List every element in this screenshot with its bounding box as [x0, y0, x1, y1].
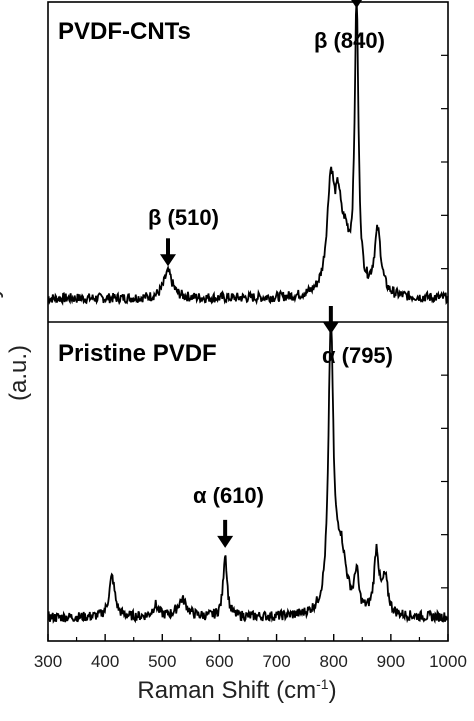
x-tick-label: 500	[148, 652, 176, 671]
peak-arrow-head	[217, 535, 234, 548]
x-tick-label: 300	[34, 652, 62, 671]
x-axis-label: Raman Shift (cm-1)	[137, 676, 337, 704]
peak-label-beta-510: β (510)	[148, 205, 219, 230]
x-tick-label: 400	[91, 652, 119, 671]
peak-arrow-head	[160, 254, 176, 267]
x-tick-label: 900	[377, 652, 405, 671]
spectrum-line-pristine-pvdf	[47, 321, 449, 624]
peak-label-alpha-795: α (795)	[322, 343, 393, 368]
x-tick-label: 700	[262, 652, 290, 671]
panel-title-pristine-pvdf: Pristine PVDF	[58, 340, 217, 367]
x-tick-label: 600	[205, 652, 233, 671]
x-tick-label: 1000	[429, 652, 467, 671]
peak-label-alpha-610: α (610)	[193, 483, 264, 508]
peak-label-beta-840: β (840)	[314, 28, 385, 53]
panel-title-pvdf-cnts: PVDF-CNTs	[58, 18, 191, 45]
peak-arrow-head	[351, 0, 363, 9]
peak-arrow-head	[322, 322, 339, 334]
x-tick-label: 800	[320, 652, 348, 671]
spectrum-line-pvdf-cnts	[47, 0, 449, 306]
